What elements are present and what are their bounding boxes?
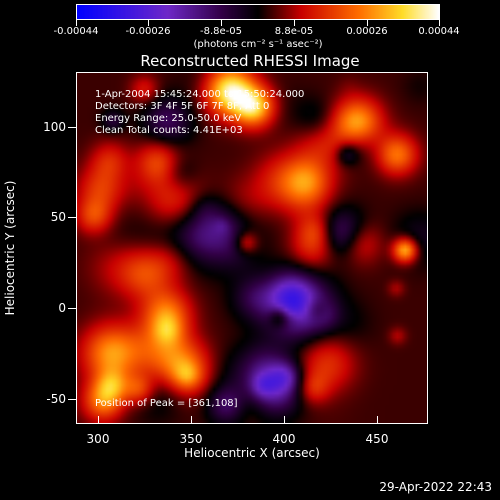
colorbar-tick-label: 8.8e-05 xyxy=(274,26,314,37)
y-axis-label: Heliocentric Y (arcsec) xyxy=(3,180,17,316)
x-tick xyxy=(377,416,378,424)
colorbar-axis: -0.00044 -0.00026 -8.8e-05 8.8e-05 0.000… xyxy=(54,20,460,60)
y-tick-label: 100 xyxy=(43,120,66,134)
image-title: Reconstructed RHESSI Image xyxy=(140,52,360,70)
colorbar-tick-label: -0.00026 xyxy=(125,26,171,37)
y-tick-label: 50 xyxy=(50,210,66,224)
detectors-line: Detectors: 3F 4F 5F 6F 7F 8F, Att 0 xyxy=(95,101,270,112)
x-tick xyxy=(284,416,285,424)
y-tick-label: 0 xyxy=(58,301,66,315)
energy-range-line: Energy Range: 25.0-50.0 keV xyxy=(95,113,242,124)
y-tick xyxy=(68,217,76,218)
x-tick-label: 400 xyxy=(272,432,296,446)
colorbar-units: (photons cm⁻² s⁻¹ asec⁻²) xyxy=(193,39,323,50)
x-tick xyxy=(191,416,192,424)
timestamp: 29-Apr-2022 22:43 xyxy=(379,480,492,494)
colorbar-tick-label: 0.00026 xyxy=(346,26,388,37)
peak-position: Position of Peak = [361,108] xyxy=(95,398,238,409)
x-tick-label: 350 xyxy=(179,432,203,446)
y-tick xyxy=(68,399,76,400)
colorbar-tick xyxy=(76,20,77,26)
colorbar-tick xyxy=(439,20,440,26)
heatmap-image xyxy=(77,73,427,423)
y-tick-label: -50 xyxy=(46,392,66,406)
colorbar-tick-label: 0.00044 xyxy=(418,26,460,37)
x-tick xyxy=(98,416,99,424)
y-axis: 100 50 0 -50 xyxy=(40,72,76,424)
colorbar-tick-label: -8.8e-05 xyxy=(200,26,242,37)
x-tick-label: 450 xyxy=(365,432,389,446)
colorbar xyxy=(76,4,440,20)
image-plot: 1-Apr-2004 15:45:24.000 to 15:50:24.000 … xyxy=(76,72,428,424)
image-info-overlay: 1-Apr-2004 15:45:24.000 to 15:50:24.000 … xyxy=(95,89,304,137)
y-tick xyxy=(68,308,76,309)
colorbar-tick xyxy=(367,20,368,26)
clean-counts-line: Clean Total counts: 4.41E+03 xyxy=(95,125,243,136)
colorbar-tick xyxy=(148,20,149,26)
x-axis: 300 350 400 450 xyxy=(76,416,428,464)
colorbar-tick-label: -0.00044 xyxy=(53,26,99,37)
x-axis-label: Heliocentric X (arcsec) xyxy=(184,446,320,460)
y-tick xyxy=(68,127,76,128)
observation-time: 1-Apr-2004 15:45:24.000 to 15:50:24.000 xyxy=(95,89,305,100)
colorbar-tick xyxy=(221,20,222,26)
x-tick-label: 300 xyxy=(86,432,110,446)
colorbar-tick xyxy=(294,20,295,26)
